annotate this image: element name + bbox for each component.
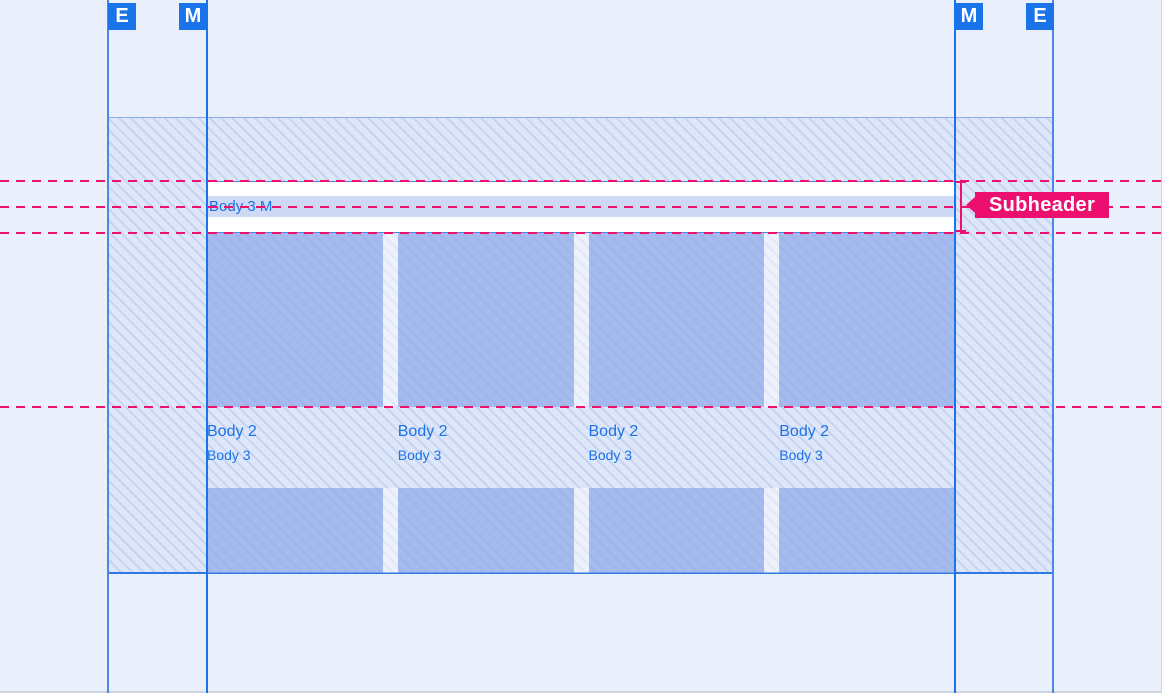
edge-keyline-left bbox=[107, 0, 109, 693]
card-text-block: Body 2 Body 3 bbox=[589, 407, 765, 488]
edge-keyline-right bbox=[1052, 0, 1054, 693]
margin-keyline-left bbox=[206, 0, 208, 693]
card-text-block: Body 2 Body 3 bbox=[398, 407, 574, 488]
card-title: Body 2 bbox=[588, 423, 639, 440]
card-block-placeholder bbox=[588, 488, 765, 573]
card-image-placeholder bbox=[779, 233, 955, 407]
card-subtitle: Body 3 bbox=[779, 447, 823, 463]
subheader-annotation-label: Subheader bbox=[989, 193, 1096, 216]
guide-line-subheader-middle bbox=[0, 206, 1162, 208]
card-block-placeholder bbox=[207, 488, 383, 573]
measurement-bracket bbox=[956, 181, 966, 232]
edge-badge-left: E bbox=[108, 3, 136, 30]
guide-line-subheader-top bbox=[0, 180, 1162, 182]
card-text-block: Body 2 Body 3 bbox=[779, 407, 955, 488]
card-bottom-row bbox=[207, 488, 955, 573]
card-image-row bbox=[207, 233, 955, 407]
guide-line-image-bottom bbox=[0, 406, 1162, 408]
subheader-annotation-flag: Subheader bbox=[966, 192, 1110, 218]
card-title: Body 2 bbox=[397, 423, 448, 440]
guide-line-subheader-bottom bbox=[0, 232, 1162, 234]
card-block-placeholder bbox=[779, 488, 955, 573]
edge-badge-right: E bbox=[1026, 3, 1054, 30]
card-image-placeholder bbox=[588, 233, 765, 407]
card-title: Body 2 bbox=[779, 423, 830, 440]
card-image-placeholder bbox=[397, 233, 574, 407]
card-text-row: Body 2 Body 3 Body 2 Body 3 Body 2 Body … bbox=[207, 407, 955, 488]
margin-keyline-right bbox=[954, 0, 956, 693]
card-subtitle: Body 3 bbox=[397, 447, 442, 463]
card-subtitle: Body 3 bbox=[588, 447, 633, 463]
margin-badge-right: M bbox=[955, 3, 983, 30]
card-image-placeholder bbox=[207, 233, 383, 407]
left-arrow-pointer-icon bbox=[966, 197, 975, 213]
card-title: Body 2 bbox=[207, 423, 257, 440]
card-subtitle: Body 3 bbox=[207, 447, 251, 463]
margin-badge-left: M bbox=[179, 3, 207, 30]
card-text-block: Body 2 Body 3 bbox=[207, 407, 383, 488]
card-block-placeholder bbox=[397, 488, 574, 573]
